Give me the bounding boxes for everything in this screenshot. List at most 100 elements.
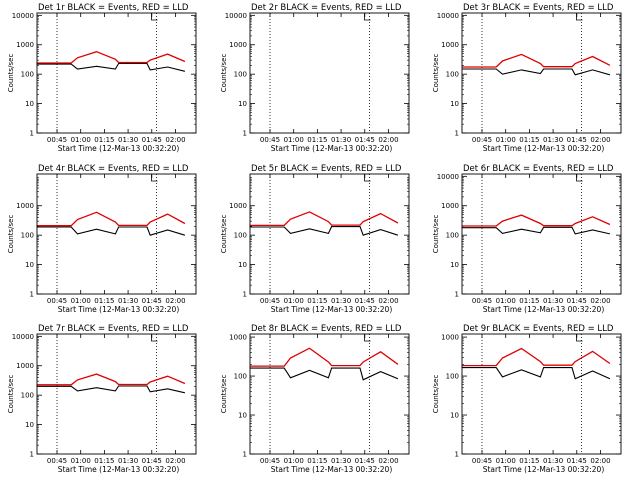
bracket-marker (151, 13, 158, 21)
bracket-marker (576, 174, 583, 182)
y-tick-label: 10 (450, 412, 459, 420)
x-tick-label: 01:00 (284, 457, 304, 465)
y-tick-label: 1000 (229, 334, 247, 342)
series-line-lld (249, 347, 399, 367)
x-tick-label: 01:00 (71, 136, 91, 144)
x-tick-label: 01:15 (307, 457, 327, 465)
y-tick-label: 1 (30, 451, 34, 459)
y-tick-label: 100 (446, 71, 459, 79)
plot-frame (461, 173, 622, 295)
x-tick-label: 01:30 (543, 457, 563, 465)
x-axis-label: Start Time (12-Mar-13 00:32:20) (483, 465, 605, 474)
x-axis-label: Start Time (12-Mar-13 00:32:20) (271, 144, 393, 153)
x-tick-label: 01:45 (567, 136, 587, 144)
detector-panel-8: Det 8r BLACK = Events, RED = LLD 1 10 100 10… (220, 324, 410, 474)
y-tick-label: 1000 (16, 362, 34, 370)
x-tick-label: 01:30 (331, 136, 351, 144)
plot-frame (36, 12, 197, 134)
x-tick-label: 01:45 (355, 457, 375, 465)
x-tick-label: 01:45 (142, 297, 162, 305)
y-tick-label: 1000 (229, 202, 247, 210)
x-tick-label: 00:45 (47, 457, 67, 465)
x-tick-label: 00:45 (47, 136, 67, 144)
y-tick-label: 10 (450, 100, 459, 108)
y-axis-label: Counts/sec (7, 54, 15, 93)
y-tick-label: 1 (455, 451, 459, 459)
y-tick-label: 10 (238, 412, 247, 420)
panel-title: Det 1r BLACK = Events, RED = LLD (38, 3, 189, 13)
detector-panel-6: Det 6r BLACK = Events, RED = LLD 1 10 100 10… (432, 164, 622, 314)
y-axis-label: Counts/sec (220, 215, 228, 254)
detector-panel-3: Det 3r BLACK = Events, RED = LLD 1 10 100 10… (432, 3, 622, 153)
series-line-events (36, 385, 186, 394)
x-tick-label: 01:45 (355, 297, 375, 305)
y-axis-label: Counts/sec (432, 215, 440, 254)
x-tick-label: 02:00 (378, 136, 398, 144)
x-tick-label: 00:45 (472, 297, 492, 305)
x-tick-label: 01:00 (71, 297, 91, 305)
x-tick-label: 02:00 (590, 136, 610, 144)
y-tick-label: 100 (446, 373, 459, 381)
bracket-marker (364, 174, 371, 182)
x-tick-label: 01:00 (284, 297, 304, 305)
x-axis-label: Start Time (12-Mar-13 00:32:20) (271, 305, 393, 314)
series-line-lld (249, 211, 399, 227)
x-tick-label: 00:45 (472, 136, 492, 144)
x-tick-label: 00:45 (260, 136, 280, 144)
bracket-marker (151, 334, 158, 342)
plot-frame (461, 12, 622, 134)
panel-title: Det 2r BLACK = Events, RED = LLD (251, 3, 402, 13)
x-tick-label: 02:00 (378, 457, 398, 465)
y-tick-label: 1000 (16, 202, 34, 210)
panel-title: Det 4r BLACK = Events, RED = LLD (38, 164, 189, 174)
x-tick-label: 01:15 (519, 297, 539, 305)
y-tick-label: 10 (238, 261, 247, 269)
x-tick-label: 01:00 (284, 136, 304, 144)
x-axis-label: Start Time (12-Mar-13 00:32:20) (58, 465, 180, 474)
y-tick-label: 10000 (225, 12, 247, 20)
x-axis-label: Start Time (12-Mar-13 00:32:20) (271, 465, 393, 474)
x-axis-label: Start Time (12-Mar-13 00:32:20) (58, 144, 180, 153)
detector-panel-7: Det 7r BLACK = Events, RED = LLD 1 10 100 10… (7, 324, 197, 474)
plot-frame (249, 333, 410, 455)
x-axis-label: Start Time (12-Mar-13 00:32:20) (483, 144, 605, 153)
panel-title: Det 5r BLACK = Events, RED = LLD (251, 164, 402, 174)
x-tick-label: 01:00 (496, 297, 516, 305)
x-tick-label: 01:15 (94, 136, 114, 144)
y-tick-label: 1000 (441, 202, 459, 210)
x-axis-label: Start Time (12-Mar-13 00:32:20) (58, 305, 180, 314)
y-tick-label: 1 (243, 130, 247, 138)
x-tick-label: 01:45 (142, 136, 162, 144)
y-tick-label: 1000 (441, 41, 459, 49)
y-tick-label: 10 (25, 421, 34, 429)
y-axis-label: Counts/sec (432, 54, 440, 93)
y-tick-label: 100 (21, 232, 34, 240)
panel-title: Det 8r BLACK = Events, RED = LLD (251, 324, 402, 334)
x-tick-label: 02:00 (165, 136, 185, 144)
plot-frame (36, 333, 197, 455)
x-tick-label: 01:00 (496, 136, 516, 144)
series-line-events (36, 62, 186, 72)
series-line-lld (461, 53, 611, 68)
y-tick-label: 1000 (16, 41, 34, 49)
x-tick-label: 01:00 (71, 457, 91, 465)
x-tick-label: 01:45 (142, 457, 162, 465)
series-line-lld (461, 214, 611, 227)
y-tick-label: 1 (30, 291, 34, 299)
x-tick-label: 00:45 (472, 457, 492, 465)
y-tick-label: 10000 (437, 12, 459, 20)
x-tick-label: 01:15 (94, 297, 114, 305)
x-tick-label: 00:45 (260, 457, 280, 465)
y-tick-label: 10 (25, 100, 34, 108)
x-tick-label: 01:45 (355, 136, 375, 144)
detector-panel-2: Det 2r BLACK = Events, RED = LLD 1 10 100 10… (220, 3, 410, 153)
y-tick-label: 100 (446, 232, 459, 240)
series-line-events (36, 226, 186, 236)
x-tick-label: 01:30 (118, 136, 138, 144)
bracket-marker (364, 13, 371, 21)
x-tick-label: 01:15 (519, 136, 539, 144)
y-axis-label: Counts/sec (7, 375, 15, 414)
y-axis-label: Counts/sec (7, 215, 15, 254)
y-tick-label: 10 (450, 261, 459, 269)
